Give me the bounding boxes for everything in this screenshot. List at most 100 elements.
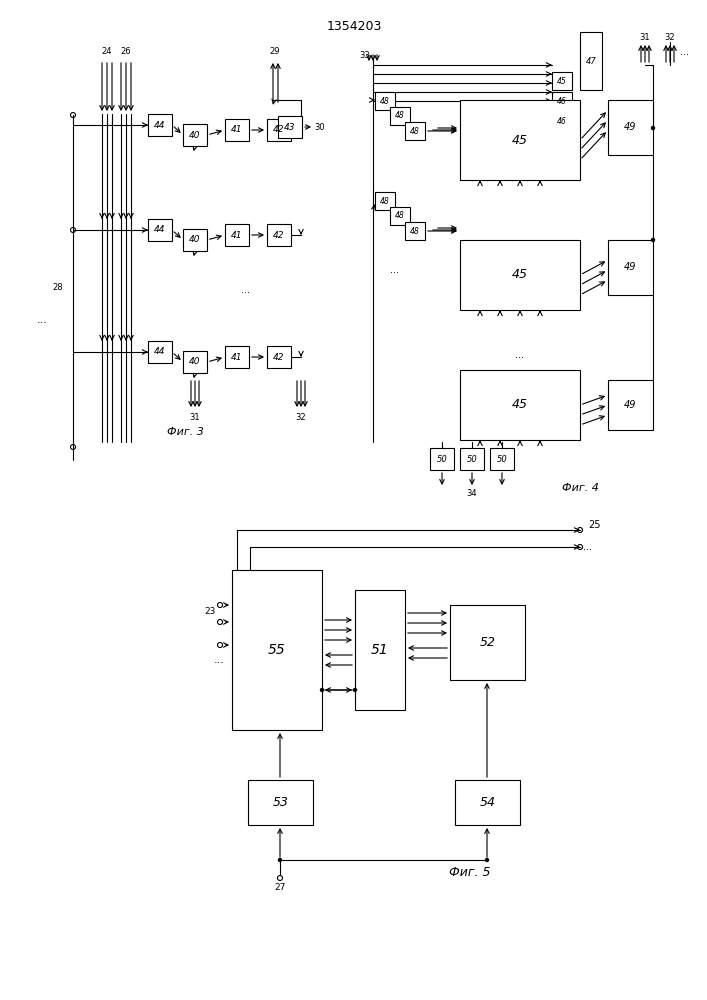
Circle shape (486, 858, 489, 861)
Text: 50: 50 (467, 454, 477, 464)
Bar (225, 346, 249, 368)
Text: 45: 45 (557, 77, 567, 86)
Circle shape (320, 688, 324, 692)
Bar (580, 32, 602, 90)
Text: 42: 42 (273, 231, 285, 239)
Bar (148, 114, 172, 136)
Text: ...: ... (681, 47, 689, 57)
Text: 41: 41 (231, 125, 243, 134)
Bar (460, 448, 484, 470)
Text: Фиг. 5: Фиг. 5 (449, 865, 491, 879)
Bar (608, 240, 653, 295)
Bar (148, 219, 172, 241)
Circle shape (651, 238, 655, 241)
Bar (430, 448, 454, 470)
Text: 40: 40 (189, 130, 201, 139)
Text: 42: 42 (273, 353, 285, 361)
Bar (405, 122, 425, 140)
Bar (608, 380, 653, 430)
Bar (490, 448, 514, 470)
Text: 48: 48 (380, 97, 390, 105)
Bar (267, 119, 291, 141)
Text: 29: 29 (270, 47, 280, 56)
Text: 27: 27 (274, 882, 286, 892)
Bar (267, 346, 291, 368)
Text: 49: 49 (624, 122, 637, 132)
Bar (390, 207, 410, 225)
Text: 46: 46 (557, 97, 567, 105)
Text: ...: ... (583, 542, 592, 552)
Bar (552, 72, 572, 90)
Bar (375, 92, 395, 110)
Text: 31: 31 (189, 414, 200, 422)
Bar (460, 100, 580, 180)
Text: 47: 47 (585, 56, 597, 66)
Text: 48: 48 (410, 227, 420, 235)
Text: 42: 42 (273, 125, 285, 134)
Text: 45: 45 (512, 398, 528, 412)
Bar (232, 570, 322, 730)
Bar (375, 192, 395, 210)
Text: 34: 34 (467, 489, 477, 498)
Circle shape (651, 126, 655, 129)
Text: 40: 40 (189, 358, 201, 366)
Text: ...: ... (242, 285, 250, 295)
Bar (608, 100, 653, 155)
Bar (148, 341, 172, 363)
Text: 23: 23 (204, 607, 216, 616)
Text: 40: 40 (189, 235, 201, 244)
Bar (455, 780, 520, 825)
Bar (460, 370, 580, 440)
Text: Фиг. 3: Фиг. 3 (167, 427, 204, 437)
Text: 53: 53 (272, 796, 288, 809)
Text: 49: 49 (624, 262, 637, 272)
Text: ...: ... (515, 350, 525, 360)
Bar (552, 112, 572, 130)
Bar (248, 780, 313, 825)
Bar (405, 222, 425, 240)
Text: 33: 33 (360, 50, 370, 60)
Text: 45: 45 (512, 133, 528, 146)
Text: 54: 54 (479, 796, 496, 809)
Text: 44: 44 (154, 120, 165, 129)
Text: 28: 28 (53, 284, 64, 292)
Text: Фиг. 4: Фиг. 4 (561, 483, 598, 493)
Bar (450, 605, 525, 680)
Text: 30: 30 (315, 122, 325, 131)
Text: 51: 51 (371, 643, 389, 657)
Text: 48: 48 (410, 126, 420, 135)
Bar (225, 119, 249, 141)
Text: 50: 50 (496, 454, 508, 464)
Text: 49: 49 (624, 400, 637, 410)
Text: 32: 32 (665, 33, 675, 42)
Circle shape (354, 688, 356, 692)
Text: 48: 48 (395, 212, 405, 221)
Text: ...: ... (390, 265, 399, 275)
Circle shape (279, 858, 281, 861)
Bar (183, 351, 207, 373)
Text: 43: 43 (284, 122, 296, 131)
Bar (225, 224, 249, 246)
Text: 41: 41 (231, 231, 243, 239)
Bar (278, 116, 302, 138)
Text: 44: 44 (154, 226, 165, 234)
Bar (390, 107, 410, 125)
Text: 48: 48 (395, 111, 405, 120)
Text: 52: 52 (479, 636, 496, 649)
Text: 48: 48 (380, 196, 390, 206)
Text: 50: 50 (437, 454, 448, 464)
Text: 26: 26 (121, 47, 132, 56)
Bar (460, 240, 580, 310)
Text: 1354203: 1354203 (327, 20, 382, 33)
Bar (183, 124, 207, 146)
Text: 44: 44 (154, 348, 165, 357)
Text: 55: 55 (268, 643, 286, 657)
Text: 41: 41 (231, 353, 243, 361)
Bar (552, 92, 572, 110)
Bar (355, 590, 405, 710)
Text: ...: ... (214, 655, 224, 665)
Text: 32: 32 (296, 414, 306, 422)
Text: 24: 24 (102, 47, 112, 56)
Text: 45: 45 (512, 268, 528, 282)
Text: 46: 46 (557, 116, 567, 125)
